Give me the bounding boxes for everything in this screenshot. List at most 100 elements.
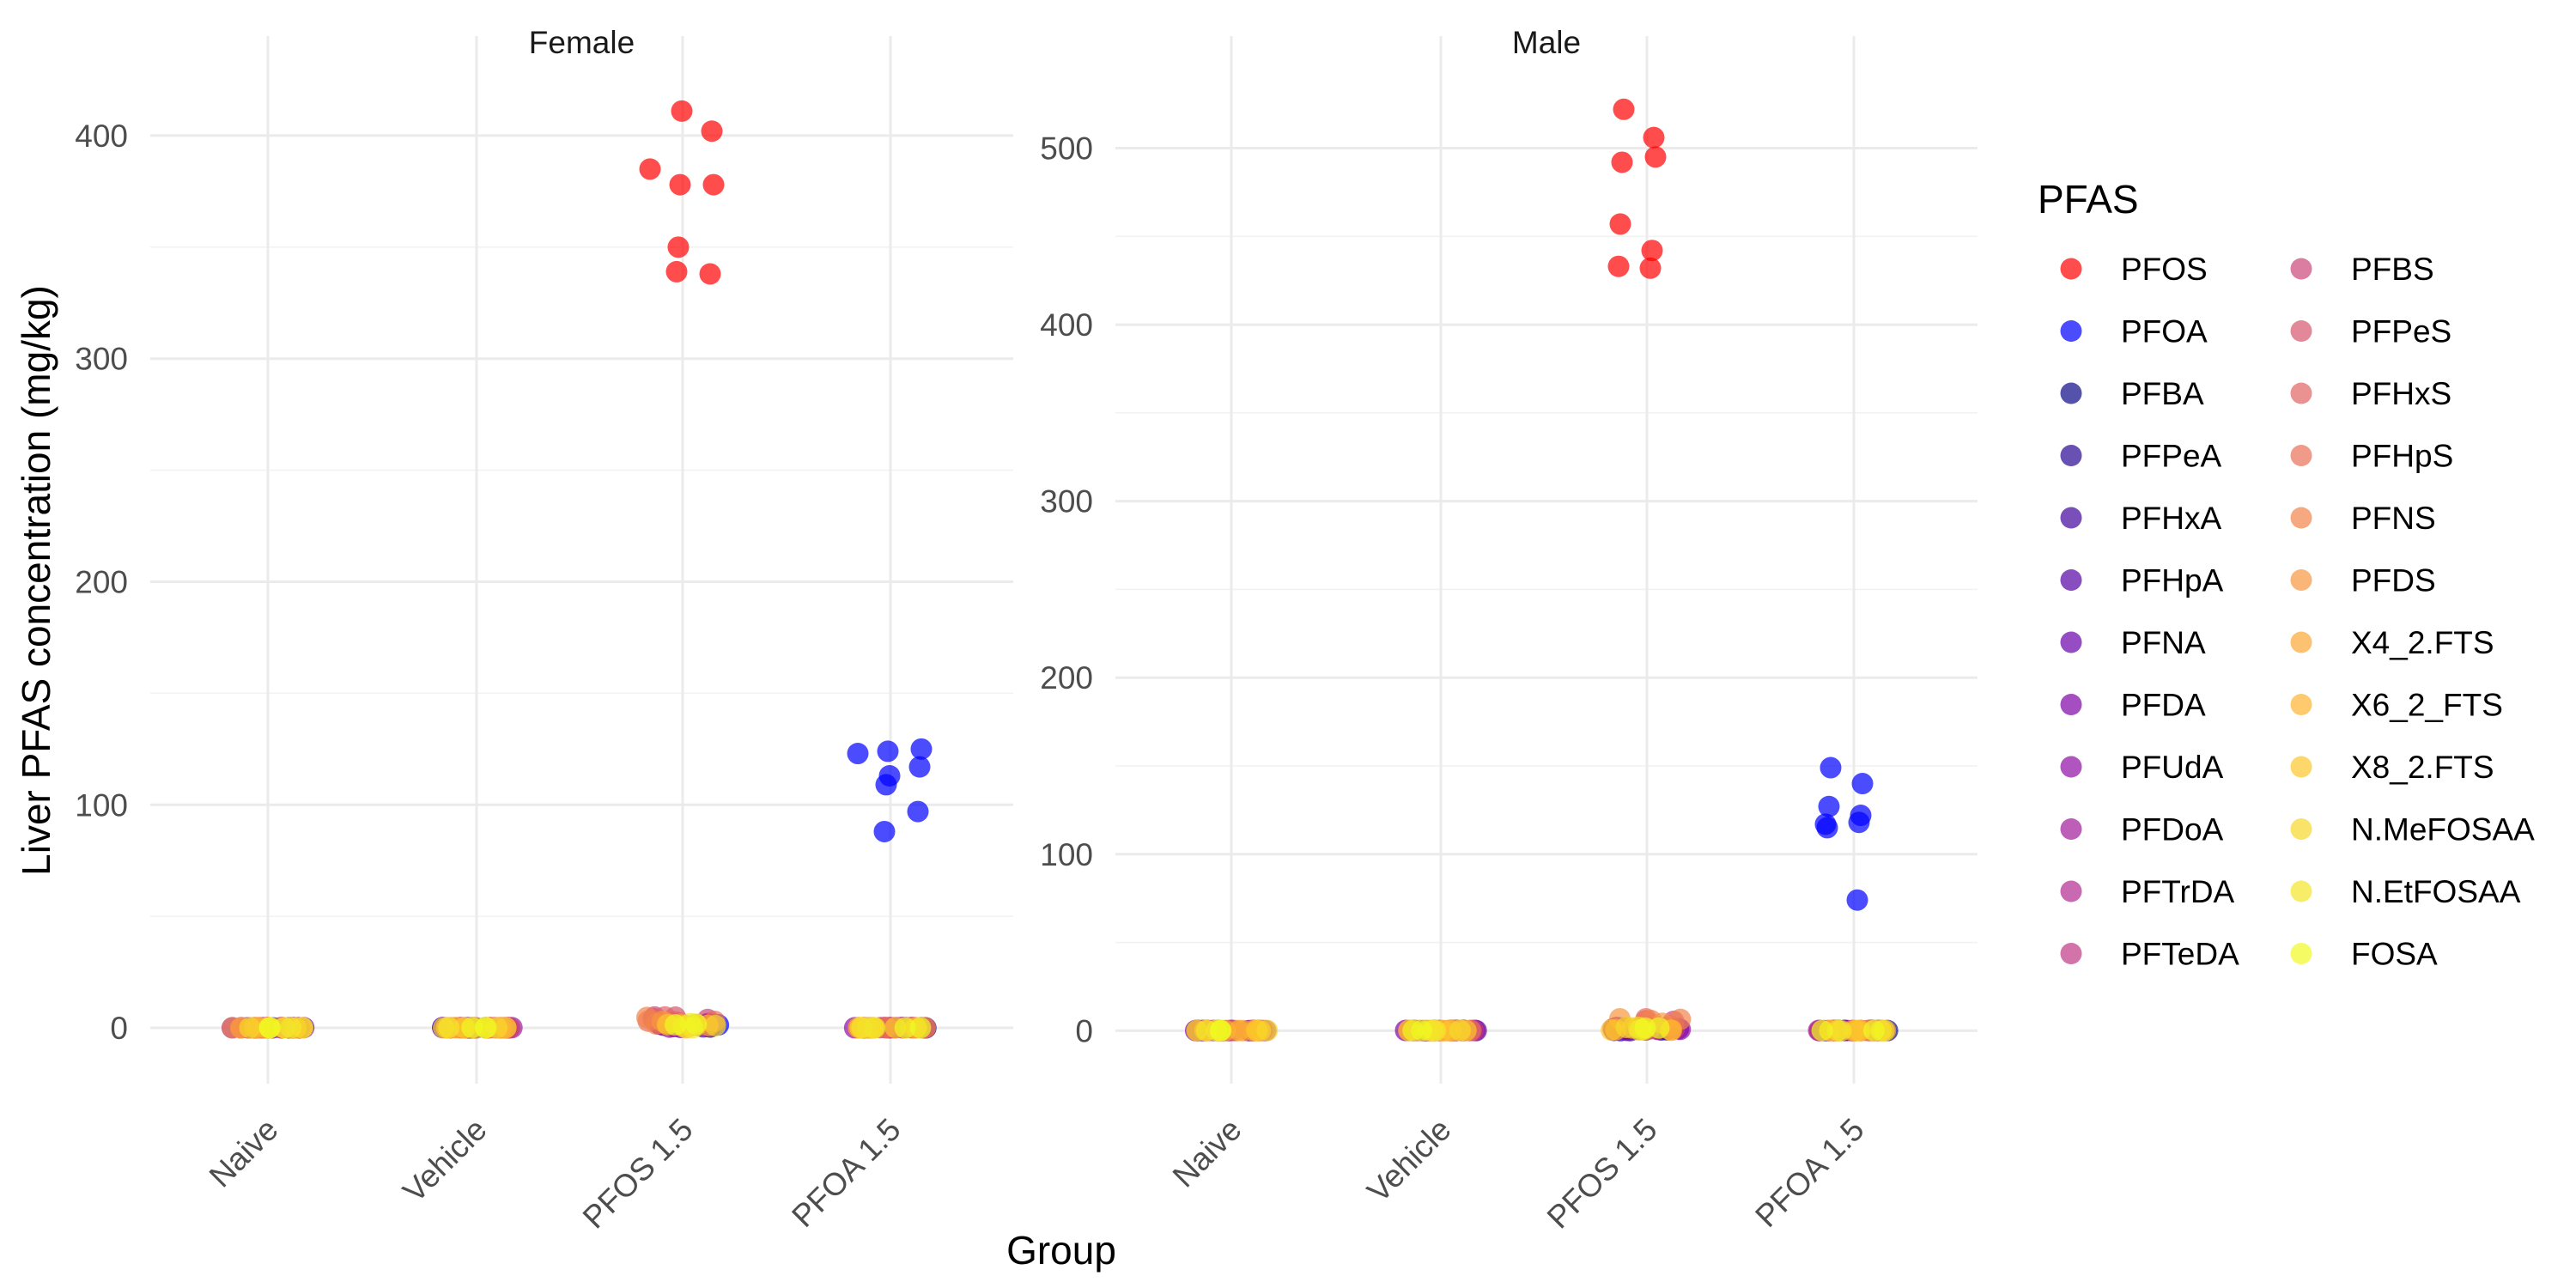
legend-label: PFNS <box>2351 501 2436 536</box>
point-pfos <box>1643 126 1665 149</box>
y-tick-label: 400 <box>75 118 128 154</box>
legend-item-pfna: PFNA <box>2060 625 2206 660</box>
y-tick-label: 200 <box>75 564 128 599</box>
point-n.mefosaa <box>704 1014 726 1036</box>
point-pfos <box>702 173 725 196</box>
legend-label: PFOS <box>2121 252 2208 287</box>
legend-item-pfoa: PFOA <box>2060 314 2208 349</box>
legend-label: PFHxS <box>2351 376 2451 411</box>
legend-label: PFTrDA <box>2121 874 2235 909</box>
legend-key <box>2060 320 2082 342</box>
facet-female: Female 0 100 200 300 400 Naive Vehicle PFOS 1.5 P… <box>75 25 1013 1236</box>
legend-key <box>2290 382 2312 404</box>
legend-label: PFBA <box>2121 376 2204 411</box>
legend-item-pfba: PFBA <box>2060 376 2204 411</box>
legend-item-pfdoa: PFDoA <box>2060 812 2224 848</box>
point-pfoa <box>910 738 933 760</box>
point-pfoa <box>847 743 869 765</box>
point-pfos <box>667 236 690 258</box>
legend-label: PFNA <box>2121 625 2206 660</box>
points <box>1184 98 1899 1042</box>
legend-item-x4_2.fts: X4_2.FTS <box>2290 625 2494 660</box>
y-tick-label: 500 <box>1040 131 1093 167</box>
legend-key <box>2290 631 2312 653</box>
legend-key <box>2060 943 2082 964</box>
legend-label: PFOA <box>2121 314 2208 349</box>
legend-key <box>2060 756 2082 778</box>
point-pfoa <box>1851 773 1874 795</box>
legend-item-n.etfosaa: N.EtFOSAA <box>2290 874 2521 909</box>
legend-label: PFHpA <box>2121 563 2224 598</box>
point-fosa <box>909 1017 932 1039</box>
y-tick-label: 100 <box>75 787 128 823</box>
legend-item-x6_2_fts: X6_2_FTS <box>2290 688 2503 723</box>
legend-key <box>2290 507 2312 529</box>
points <box>221 100 937 1039</box>
facet-title: Female <box>529 25 635 60</box>
legend-key <box>2060 569 2082 591</box>
point-n.etfosaa <box>280 1017 302 1039</box>
point-pfos <box>669 173 691 196</box>
legend-label: X4_2.FTS <box>2351 625 2494 660</box>
y-tick-label: 300 <box>75 342 128 377</box>
legend-label: PFDoA <box>2121 812 2224 848</box>
legend-item-pfhxs: PFHxS <box>2290 376 2451 411</box>
x-tick-label: Naive <box>1166 1112 1249 1194</box>
point-pfos <box>1644 146 1667 168</box>
legend-label: X6_2_FTS <box>2351 688 2503 723</box>
x-axis-title: Group <box>1006 1228 1116 1273</box>
y-axis-title: Liver PFAS concentration (mg/kg) <box>14 285 58 876</box>
legend-item-n.mefosaa: N.MeFOSAA <box>2290 812 2535 848</box>
legend-key <box>2060 507 2082 529</box>
legend-item-pfhps: PFHpS <box>2290 439 2453 474</box>
legend-label: PFHxA <box>2121 501 2222 536</box>
legend-key <box>2290 320 2312 342</box>
legend-key <box>2060 880 2082 902</box>
point-n.etfosaa <box>851 1017 873 1039</box>
point-n.etfosaa <box>438 1017 460 1039</box>
legend-item-pfns: PFNS <box>2290 501 2436 536</box>
legend-key <box>2060 258 2082 280</box>
legend-label: PFDS <box>2351 563 2436 598</box>
facet-male: Male 0 100 200 300 400 500 Naive Vehicle PFOS 1.5… <box>1040 25 1978 1236</box>
point-pfos <box>671 100 693 122</box>
x-tick-label: Naive <box>203 1112 285 1194</box>
legend-item-fosa: FOSA <box>2290 937 2438 972</box>
point-pfoa <box>877 740 899 762</box>
legend-item-pfds: PFDS <box>2290 563 2436 598</box>
point-pfoa <box>1814 813 1837 835</box>
legend-key <box>2060 382 2082 404</box>
point-fosa <box>1811 1019 1833 1042</box>
legend-key <box>2290 569 2312 591</box>
legend-item-pfuda: PFUdA <box>2060 750 2224 785</box>
point-pfos <box>639 158 661 180</box>
y-tick-label: 0 <box>1075 1013 1093 1048</box>
point-fosa <box>474 1017 496 1039</box>
legend-label: N.EtFOSAA <box>2351 874 2521 909</box>
legend-label: PFUdA <box>2121 750 2224 785</box>
legend-item-pftrda: PFTrDA <box>2060 874 2235 909</box>
legend-item-pfpes: PFPeS <box>2290 314 2451 349</box>
x-tick-label: PFOA 1.5 <box>1748 1112 1870 1234</box>
legend-key <box>2060 818 2082 840</box>
legend-label: PFBS <box>2351 252 2434 287</box>
legend: PFAS PFOS PFOA PFBA PFPeA PFHxA PFHpA PFNA PFDA… <box>2038 177 2535 972</box>
facet-title: Male <box>1512 25 1581 60</box>
point-fosa <box>685 1013 708 1036</box>
point-pfoa <box>1820 756 1842 779</box>
point-n.mefosaa <box>1256 1019 1279 1042</box>
legend-key <box>2290 818 2312 840</box>
point-pfoa <box>1818 795 1840 817</box>
legend-label: PFPeA <box>2121 439 2222 474</box>
legend-key <box>2290 445 2312 466</box>
legend-title: PFAS <box>2038 177 2139 222</box>
point-x6_2_fts <box>1228 1019 1250 1042</box>
x-tick-label: Vehicle <box>1360 1112 1457 1209</box>
legend-key <box>2060 631 2082 653</box>
legend-label: PFPeS <box>2351 314 2451 349</box>
point-fosa <box>665 1014 687 1036</box>
point-pfos <box>1607 255 1630 277</box>
point-pfoa <box>908 756 931 778</box>
facet-panels: Female 0 100 200 300 400 Naive Vehicle PFOS 1.5 P… <box>75 25 1978 1236</box>
